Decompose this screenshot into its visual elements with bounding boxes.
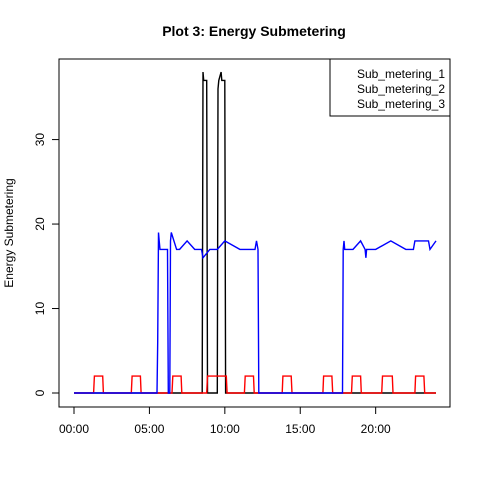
x-tick-label: 05:00 — [134, 422, 164, 436]
y-tick-label: 10 — [33, 302, 47, 316]
legend: Sub_metering_1 Sub_metering_2 Sub_meteri… — [329, 58, 451, 117]
series-line-2 — [74, 375, 436, 394]
y-tick-label: 0 — [33, 389, 47, 396]
x-tick-label: 10:00 — [210, 422, 240, 436]
x-tick-label: 15:00 — [285, 422, 315, 436]
series-layer — [74, 71, 437, 394]
chart-title: Plot 3: Energy Submetering — [162, 23, 346, 39]
x-tick-label: 00:00 — [59, 422, 89, 436]
y-tick-label: 20 — [33, 217, 47, 231]
legend-entry: Sub_metering_1 — [357, 67, 445, 81]
x-axis: 00:00 05:00 10:00 15:00 20:00 — [59, 406, 391, 436]
legend-entry: Sub_metering_2 — [357, 82, 445, 96]
legend-box — [329, 58, 451, 117]
y-axis-label: Energy Submetering — [2, 178, 16, 287]
y-tick-label: 30 — [33, 133, 47, 147]
legend-entry: Sub_metering_3 — [357, 97, 445, 111]
y-axis: 0 10 20 30 — [33, 133, 60, 396]
series-line-1 — [74, 71, 436, 394]
series-line-3 — [74, 232, 437, 394]
x-tick-label: 20:00 — [361, 422, 391, 436]
